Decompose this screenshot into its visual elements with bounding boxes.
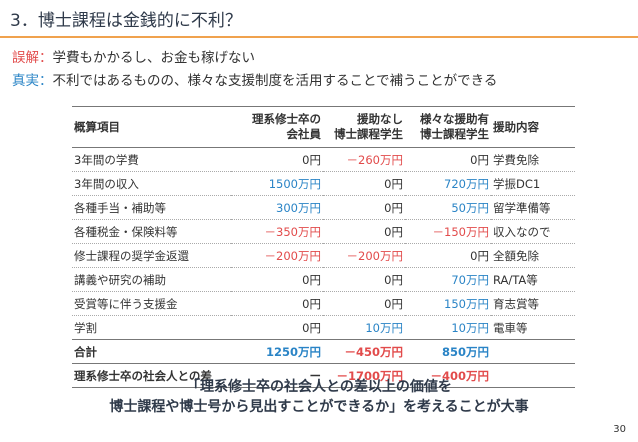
total-support-detail	[491, 339, 575, 364]
truth-text: 不利ではあるものの、様々な支援制度を活用することで補うことができる	[52, 73, 498, 89]
total-row: 合計 1250万円 －450万円 850万円	[72, 339, 575, 364]
difference-no-support: －1700万円	[323, 363, 405, 388]
cell-no-support: －200万円	[323, 243, 405, 268]
cell-support-detail: 全額免除	[491, 243, 575, 268]
misconception-line: 誤解：学費もかかるし、お金も稼げない	[12, 46, 255, 66]
table-row: 修士課程の奨学金返還 －200万円 －200万円 0円 全額免除	[72, 243, 575, 268]
table-row: 受賞等に伴う支援金 0円 0円 150万円 育志賞等	[72, 291, 575, 316]
cell-item: 学割	[72, 315, 231, 340]
cell-support-detail: 電車等	[491, 315, 575, 340]
table-row: 3年間の収入 1500万円 0円 720万円 学振DC1	[72, 171, 575, 196]
header-with-support: 様々な援助有 博士課程学生	[405, 106, 491, 148]
cell-salaryman: 0円	[231, 291, 323, 316]
cell-salaryman: －350万円	[231, 219, 323, 244]
header-salaryman: 理系修士卒の 会社員	[231, 106, 323, 148]
cell-salaryman: 0円	[231, 267, 323, 292]
header-support-detail-line: 援助内容	[493, 119, 539, 134]
cell-salaryman: 300万円	[231, 195, 323, 220]
cell-item: 修士課程の奨学金返還	[72, 243, 231, 268]
cell-item: 受賞等に伴う支援金	[72, 291, 231, 316]
table-row: 学割 0円 10万円 10万円 電車等	[72, 315, 575, 340]
cell-salaryman: 0円	[231, 147, 323, 172]
cell-support-detail: RA/TA等	[491, 267, 575, 292]
cell-support-detail: 収入なので	[491, 219, 575, 244]
cell-item: 各種税金・保険料等	[72, 219, 231, 244]
cell-support-detail: 育志賞等	[491, 291, 575, 316]
header-salaryman-line: 理系修士卒の	[252, 112, 321, 126]
cell-no-support: －260万円	[323, 147, 405, 172]
cell-salaryman: 0円	[231, 315, 323, 340]
cell-support-detail: 学費免除	[491, 147, 575, 172]
header-no-support: 援助なし 博士課程学生	[323, 106, 405, 148]
conclusion-line-2: 博士課程や博士号から見出すことができるか」を考えることが大事	[109, 399, 529, 415]
header-salaryman-line: 会社員	[286, 127, 322, 141]
difference-salaryman: ー	[231, 363, 323, 388]
misconception-text: 学費もかかるし、お金も稼げない	[52, 50, 256, 66]
cell-salaryman: －200万円	[231, 243, 323, 268]
table-header-row: 概算項目 理系修士卒の 会社員 援助なし 博士課程学生 様々な援助有 博士課程学生 援助内容	[72, 106, 575, 148]
table-row: 講義や研究の補助 0円 0円 70万円 RA/TA等	[72, 267, 575, 292]
misconception-separator: ：	[39, 50, 53, 66]
table-row: 各種手当・補助等 300万円 0円 50万円 留学準備等	[72, 195, 575, 220]
difference-item: 理系修士卒の社会人との差	[72, 363, 231, 388]
total-no-support: －450万円	[323, 339, 405, 364]
truth-line: 真実：不利ではあるものの、様々な支援制度を活用することで補うことができる	[12, 69, 497, 89]
page-number: 30	[613, 424, 626, 435]
table-row: 各種税金・保険料等 －350万円 0円 －150万円 収入なので	[72, 219, 575, 244]
cell-no-support: 0円	[323, 195, 405, 220]
cell-item: 3年間の学費	[72, 147, 231, 172]
total-item: 合計	[72, 339, 231, 364]
cell-with-support: －150万円	[405, 219, 491, 244]
cell-with-support: 50万円	[405, 195, 491, 220]
total-with-support: 850万円	[405, 339, 491, 364]
truth-separator: ：	[39, 73, 53, 89]
cell-with-support: 720万円	[405, 171, 491, 196]
cell-with-support: 150万円	[405, 291, 491, 316]
header-item-line: 概算項目	[74, 119, 120, 134]
difference-with-support: －400万円	[405, 363, 491, 388]
cell-with-support: 70万円	[405, 267, 491, 292]
difference-row: 理系修士卒の社会人との差ー－1700万円 －400万円	[72, 363, 575, 388]
cell-with-support: 0円	[405, 147, 491, 172]
header-with-support-line: 博士課程学生	[420, 127, 489, 141]
difference-support-detail	[491, 363, 575, 388]
misconception-tag: 誤解	[12, 50, 39, 66]
header-with-support-line: 様々な援助有	[420, 112, 489, 126]
total-salaryman: 1250万円	[231, 339, 323, 364]
slide-title: 3．博士課程は金銭的に不利？	[10, 11, 242, 31]
cell-support-detail: 留学準備等	[491, 195, 575, 220]
cell-with-support: 0円	[405, 243, 491, 268]
cell-no-support: 10万円	[323, 315, 405, 340]
title-underline	[0, 36, 638, 38]
cell-support-detail: 学振DC1	[491, 171, 575, 196]
header-item: 概算項目	[72, 106, 231, 148]
header-no-support-line: 援助なし	[357, 112, 403, 126]
header-no-support-line: 博士課程学生	[334, 127, 403, 141]
conclusion-line-1: 「理系修士卒の社会人との差以上の価値を	[186, 379, 452, 395]
cost-comparison-table: 概算項目 理系修士卒の 会社員 援助なし 博士課程学生 様々な援助有 博士課程学生 援助内容 3…	[72, 106, 575, 388]
cell-item: 各種手当・補助等	[72, 195, 231, 220]
cell-salaryman: 1500万円	[231, 171, 323, 196]
cell-item: 3年間の収入	[72, 171, 231, 196]
cell-with-support: 10万円	[405, 315, 491, 340]
truth-tag: 真実	[12, 73, 39, 89]
table-row: 3年間の学費 0円 －260万円 0円 学費免除	[72, 147, 575, 172]
cell-no-support: 0円	[323, 219, 405, 244]
cell-item: 講義や研究の補助	[72, 267, 231, 292]
header-support-detail: 援助内容	[491, 106, 575, 148]
cell-no-support: 0円	[323, 291, 405, 316]
cell-no-support: 0円	[323, 171, 405, 196]
cell-no-support: 0円	[323, 267, 405, 292]
